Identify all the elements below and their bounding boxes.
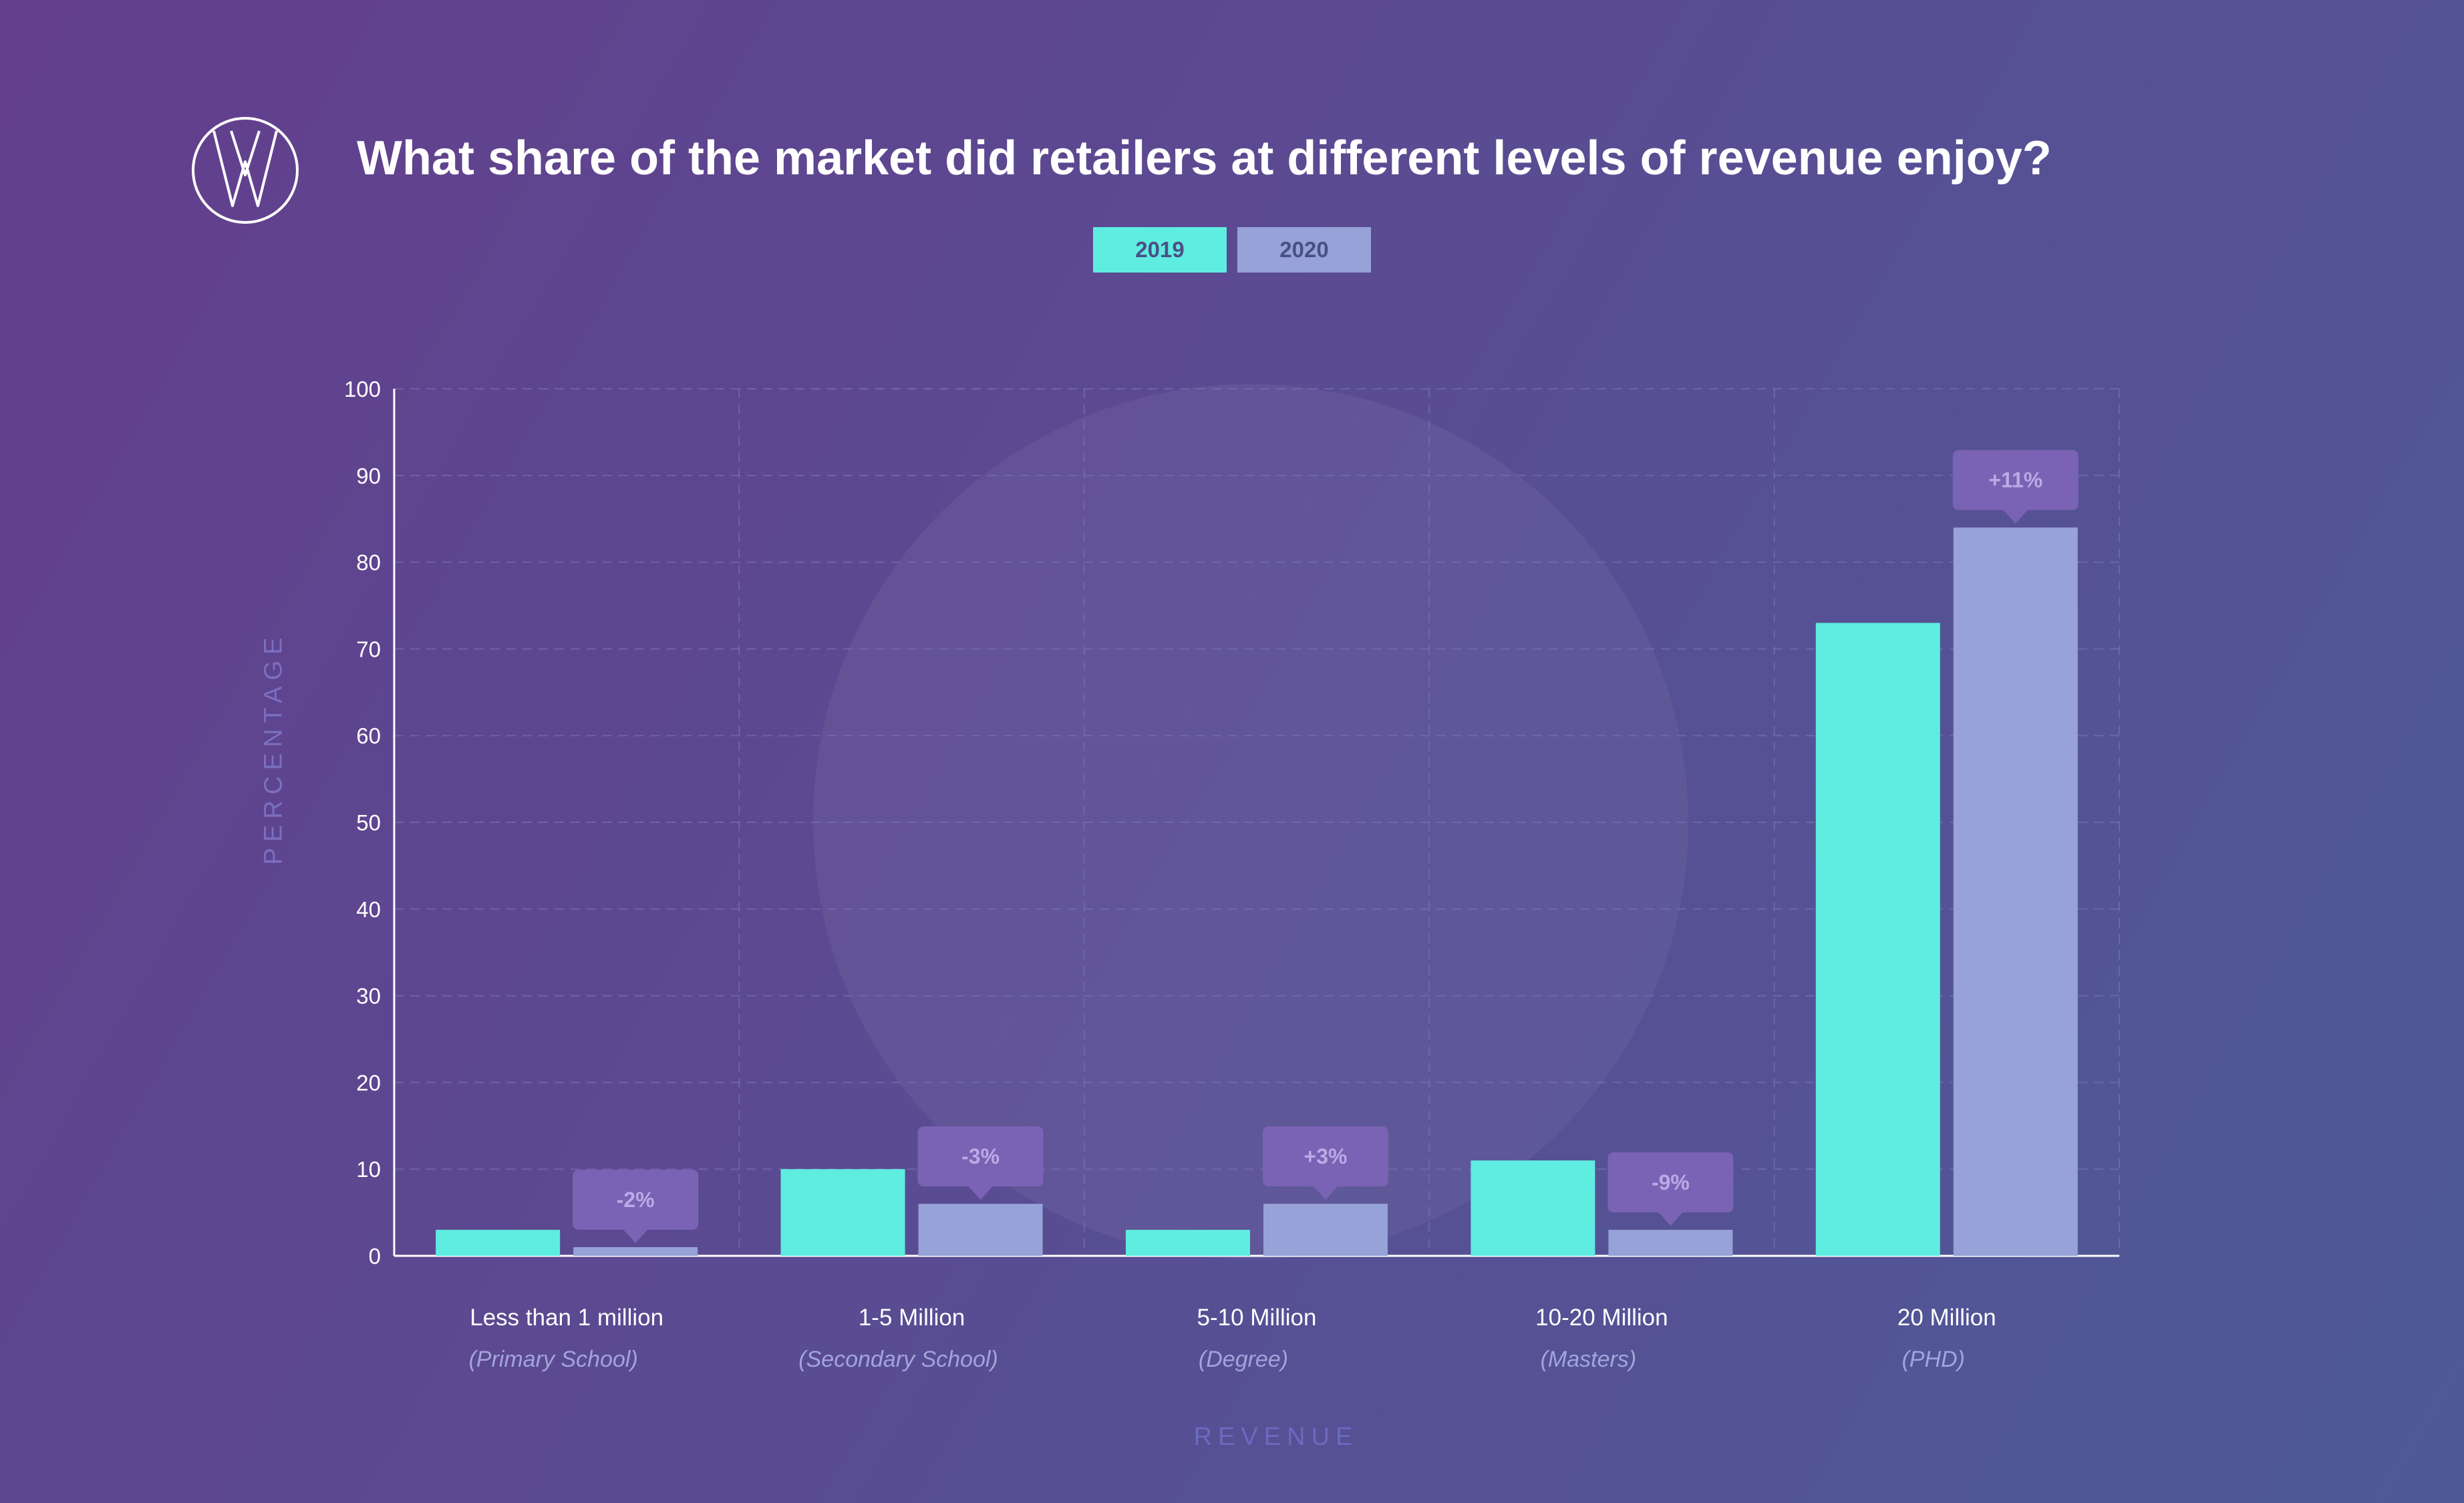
y-axis-label: PERCENTAGE	[259, 631, 288, 865]
y-tick-label: 100	[344, 377, 381, 401]
y-tick-label: 60	[356, 723, 381, 748]
bar-2020	[1263, 1204, 1388, 1256]
legend-item-2020[interactable]: 2020	[1237, 227, 1371, 273]
bar-2019	[780, 1169, 905, 1256]
bar-2019	[1126, 1230, 1250, 1256]
change-callout-label: -9%	[1652, 1170, 1690, 1194]
bar-2020	[1608, 1230, 1733, 1256]
change-callouts: -2% -3% +3% -9% +11%	[573, 450, 2078, 1244]
x-tick-label: 10-20 Million	[1535, 1305, 1668, 1331]
x-axis-label: REVENUE	[1193, 1423, 1359, 1451]
bar-2020	[573, 1247, 698, 1256]
change-callout	[1263, 1126, 1388, 1200]
x-tick-label: 20 Million	[1897, 1305, 1996, 1331]
x-tick-sublabel: (PHD)	[1902, 1347, 1965, 1372]
y-tick-label: 0	[369, 1244, 381, 1269]
y-tick-label: 20	[356, 1070, 381, 1095]
chart-title: What share of the market did retailers a…	[357, 132, 2052, 185]
change-callout	[1952, 450, 2078, 524]
y-tick-label: 90	[356, 464, 381, 488]
x-tick-sublabel: (Secondary School)	[798, 1347, 998, 1372]
y-tick-labels: 0 10 20 30 40 50 60 70 80 90 100	[344, 377, 381, 1269]
x-tick-label: 1-5 Million	[859, 1305, 965, 1331]
chart-bars	[436, 527, 2078, 1257]
change-callout	[573, 1170, 699, 1244]
bar-2019	[436, 1230, 561, 1256]
x-tick-sublabel: (Primary School)	[469, 1347, 638, 1372]
change-callout-label: +3%	[1304, 1144, 1348, 1168]
change-callout	[917, 1126, 1044, 1200]
y-tick-label: 70	[356, 637, 381, 661]
change-callout-label: -2%	[617, 1188, 655, 1212]
bar-2020	[1953, 527, 2078, 1257]
change-callout	[1607, 1152, 1734, 1226]
x-tick-label: Less than 1 million	[470, 1305, 663, 1331]
w-logo-icon	[192, 117, 299, 224]
change-callout-label: -3%	[961, 1144, 999, 1168]
x-tick-label: 5-10 Million	[1197, 1305, 1317, 1331]
x-tick-sublabel: (Degree)	[1199, 1347, 1288, 1372]
y-tick-label: 30	[356, 984, 381, 1009]
chart-grid	[394, 388, 2120, 1256]
change-callout-label: +11%	[1988, 468, 2042, 492]
y-tick-label: 80	[356, 550, 381, 575]
chart-legend: 2019 2020	[1093, 227, 1371, 273]
y-tick-label: 40	[356, 897, 381, 922]
bar-2020	[918, 1204, 1043, 1256]
legend-item-2019[interactable]: 2019	[1093, 227, 1227, 273]
x-tick-sublabel: (Masters)	[1541, 1347, 1637, 1372]
bar-2019	[1815, 623, 1940, 1256]
x-tick-labels: Less than 1 million (Primary School) 1-5 M…	[469, 1305, 1996, 1372]
y-tick-label: 50	[356, 810, 381, 835]
bar-2019	[1471, 1160, 1595, 1256]
y-tick-label: 10	[356, 1157, 381, 1182]
